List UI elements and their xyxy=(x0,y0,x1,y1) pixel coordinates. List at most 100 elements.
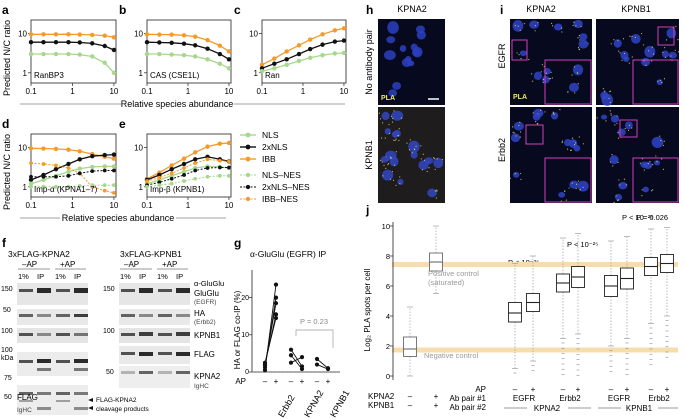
i-nuclei-spot-10-3 xyxy=(663,140,665,142)
point-e-5-7 xyxy=(227,173,231,178)
i-nuclei-nucleus-10 xyxy=(553,23,563,31)
point-d-0-4 xyxy=(77,149,82,154)
i-nuclei-spot-4-0 xyxy=(514,173,516,175)
i-nuclei-spot-6-1 xyxy=(520,58,522,60)
i-nuclei-spot-6-2 xyxy=(566,148,569,150)
i-nuclei-spot-9-1 xyxy=(577,37,579,39)
h1-nuclei-nucleus-8 xyxy=(388,89,398,97)
h2-nuclei-spot-2-3 xyxy=(389,178,392,180)
point-e-3-7 xyxy=(227,159,231,164)
i-nuclei-spot-4-0 xyxy=(675,25,677,27)
i-nuclei-spot-3-3 xyxy=(617,131,619,134)
point-c-1-3 xyxy=(296,51,302,57)
i-nuclei-spot-2-1 xyxy=(615,195,617,197)
j-row-abpair2: Ab pair #2 xyxy=(450,403,487,412)
i-nuclei-nucleus-8 xyxy=(656,79,663,86)
h1-nuclei-nucleus-6 xyxy=(384,50,396,61)
i-nuclei-spot-8-2 xyxy=(661,81,663,84)
i-nuclei-spot-4-2 xyxy=(577,83,579,85)
point-e-4-7 xyxy=(227,165,231,170)
point-d-3-0 xyxy=(29,161,33,166)
xtick-label-a-0: 0.1 xyxy=(25,87,37,96)
xtick-label-d-1: 1 xyxy=(70,201,75,210)
point-c-0-4 xyxy=(307,37,313,42)
point-e-0-2 xyxy=(169,163,174,168)
i-nuclei-spot-10-2 xyxy=(652,53,655,55)
legend-item-ibb: IBB xyxy=(240,154,276,164)
i-nuclei-spot-10-3 xyxy=(575,183,578,185)
i-nuclei-spot-6-0 xyxy=(578,136,580,138)
panel-label-f: f xyxy=(2,236,7,250)
i-nuclei-spot-0-0 xyxy=(596,117,598,119)
i-nuclei-nucleus-1 xyxy=(513,121,524,131)
point-e-5-6 xyxy=(217,173,222,178)
g-plus-3: + xyxy=(326,377,331,386)
g-group-kpnb1: KPNB1 xyxy=(328,388,351,419)
h2-nuclei-spot-9-2 xyxy=(433,157,435,159)
lane-1pct-2: 1% xyxy=(55,272,66,281)
j-pos-control-2: (saturated) xyxy=(428,278,465,287)
h2-nuclei-spot-15-0 xyxy=(383,164,385,166)
h2-nuclei-spot-0-0 xyxy=(441,159,443,161)
i-nuclei-spot-11-1 xyxy=(575,25,577,27)
i-nuclei-spot-7-2 xyxy=(670,55,672,57)
panel-j-boxplot: Log₂ PLA spots per cell 10 8 6 4 2 0 P <… xyxy=(363,213,678,413)
h2-nuclei-spot-14-3 xyxy=(399,182,401,185)
lane-ip-3: IP xyxy=(139,272,146,281)
i-nuclei-nucleus-4 xyxy=(666,28,677,39)
i-nuclei-spot-1-0 xyxy=(512,126,514,128)
point-d-0-0 xyxy=(28,146,34,151)
i-nuclei-spot-0-2 xyxy=(610,113,612,115)
i-nuclei-nucleus-5 xyxy=(569,180,579,189)
j-ap-7: – xyxy=(649,385,654,394)
i-nuclei-nucleus-5 xyxy=(613,39,622,48)
h2-nuclei-spot-15-3 xyxy=(381,161,383,163)
g-point-plus-0-0 xyxy=(273,282,279,287)
panel-label-d: d xyxy=(2,117,9,131)
h2-nuclei-spot-6-1 xyxy=(393,164,396,166)
point-e-0-6 xyxy=(217,141,223,146)
mw-50-b: 50 xyxy=(4,394,12,401)
g-ylabel: HA or FLAG co-IP (%) xyxy=(233,290,242,369)
panel-g-coip-chart: α-GluGlu (EGFR) IP HA or FLAG co-IP (%) … xyxy=(233,249,351,419)
xtick-label-b-0: 0.1 xyxy=(141,87,153,96)
i-col1: KPNA2 xyxy=(526,4,556,14)
j-ap-3: – xyxy=(561,385,566,394)
legend: NLS 2xNLS IBB NLS–NES 2xNLS–NES IBB–NES xyxy=(240,130,310,204)
point-d-0-1 xyxy=(41,146,46,151)
h2-nuclei-nucleus-9 xyxy=(424,157,434,165)
plot-b: 0.1 1 10 10 1 CAS (CSE1L) xyxy=(134,19,234,96)
band-egfr: (EGFR) xyxy=(194,299,216,306)
point-d-0-2 xyxy=(53,146,59,152)
i-nuclei-spot-2-2 xyxy=(535,120,537,123)
band-flag: FLAG xyxy=(194,350,215,359)
h2-nuclei-spot-13-1 xyxy=(388,132,391,134)
j-ytick-6: 6 xyxy=(386,282,390,291)
point-e-5-2 xyxy=(169,181,174,186)
h2-nuclei-nucleus-15 xyxy=(380,155,389,163)
h2-nuclei-spot-4-0 xyxy=(420,158,422,160)
note-ighc: IgHC xyxy=(17,407,32,414)
g-ap-label: AP xyxy=(235,377,246,386)
h1-nuclei-nucleus-4 xyxy=(416,30,426,40)
i-nuclei-spot-9-3 xyxy=(629,35,631,37)
h2-nuclei-spot-8-2 xyxy=(435,197,438,199)
i-nuclei-spot-3-0 xyxy=(627,129,630,131)
h2-nuclei-spot-9-1 xyxy=(422,153,424,155)
h2-nuclei-spot-15-2 xyxy=(389,156,392,158)
i-nuclei-spot-11-2 xyxy=(570,149,572,151)
point-d-1-6 xyxy=(102,152,107,158)
i-nuclei-spot-11-1 xyxy=(582,143,585,145)
j-ap-2: + xyxy=(531,385,536,394)
j-kpnb1-neg: – xyxy=(408,401,413,410)
j-box-2 xyxy=(508,302,522,323)
i-nuclei-spot-2-3 xyxy=(613,201,615,203)
ytick-label-b-0: 10 xyxy=(134,29,143,38)
point-e-4-3 xyxy=(182,173,186,177)
g-plus-2: + xyxy=(300,377,305,386)
i-nuclei-spot-8-1 xyxy=(537,22,539,24)
point-b-2-3 xyxy=(181,53,187,58)
point-a-2-7 xyxy=(111,70,117,75)
point-b-2-5 xyxy=(205,57,210,62)
mw-150-b: 150 xyxy=(103,286,115,293)
